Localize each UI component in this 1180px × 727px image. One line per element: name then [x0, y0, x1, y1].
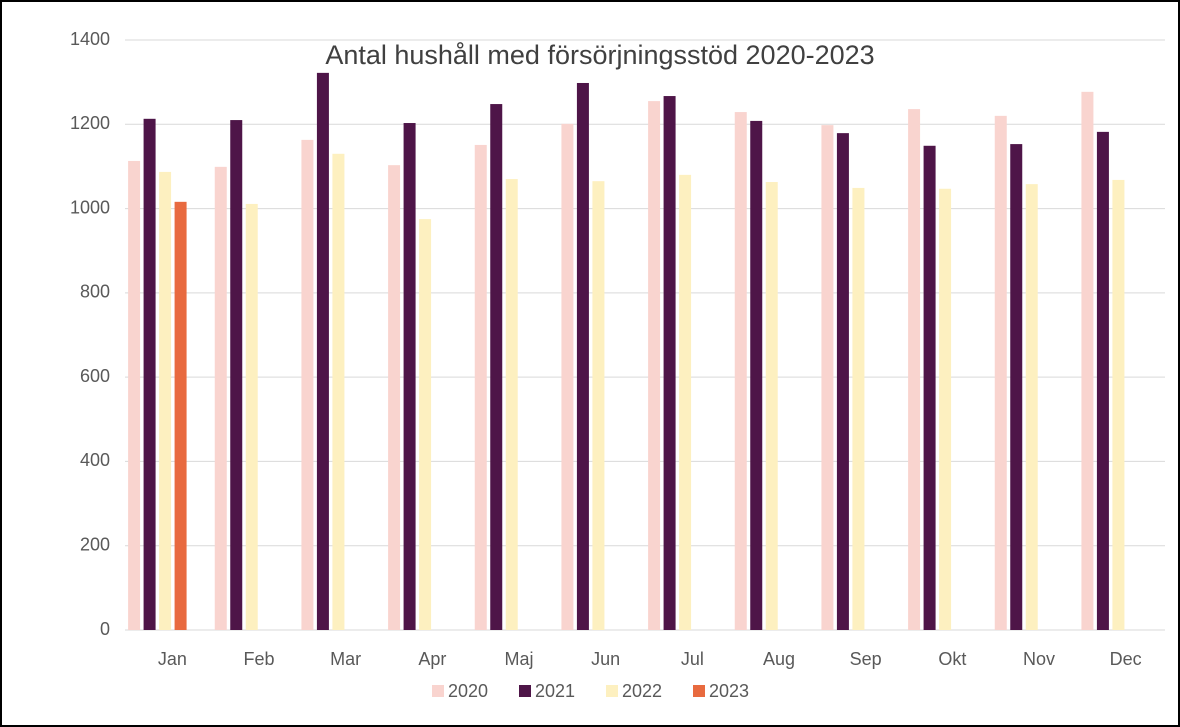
legend-swatch [693, 685, 705, 697]
x-tick-label: Aug [763, 649, 795, 669]
legend-swatch [606, 685, 618, 697]
bar [1081, 91, 1094, 631]
chart-title: Antal hushåll med försörjningsstöd 2020-… [325, 40, 874, 70]
bar [1025, 184, 1038, 630]
bar [214, 166, 227, 630]
legend-label: 2020 [448, 681, 488, 701]
legend-label: 2021 [535, 681, 575, 701]
x-tick-label: Sep [850, 649, 882, 669]
x-tick-label: Feb [243, 649, 274, 669]
y-tick-label: 400 [80, 450, 110, 470]
bar [403, 123, 416, 631]
bar [734, 112, 747, 631]
legend-label: 2023 [709, 681, 749, 701]
bar [663, 96, 676, 631]
bar [821, 125, 834, 630]
legend-label: 2022 [622, 681, 662, 701]
bar [836, 133, 849, 630]
bar [419, 219, 432, 630]
bar [230, 120, 243, 631]
y-tick-label: 200 [80, 534, 110, 554]
x-tick-label: Mar [330, 649, 361, 669]
bar [505, 179, 518, 631]
bar [765, 182, 778, 630]
bar [1112, 179, 1125, 630]
bar [750, 120, 763, 631]
x-tick-label: Apr [418, 649, 446, 669]
bar [474, 144, 487, 630]
bar [332, 153, 345, 631]
legend-swatch [432, 685, 444, 697]
y-tick-label: 1200 [70, 113, 110, 133]
bar [316, 72, 329, 630]
bar [490, 104, 503, 631]
x-tick-label: Jun [591, 649, 620, 669]
bar [245, 203, 258, 630]
bar [908, 109, 921, 631]
y-tick-label: 1400 [70, 29, 110, 49]
y-tick-label: 800 [80, 282, 110, 302]
x-tick-label: Nov [1023, 649, 1055, 669]
bar [679, 174, 692, 630]
x-tick-label: Dec [1110, 649, 1142, 669]
bar [174, 201, 187, 631]
bar [128, 160, 141, 630]
y-tick-label: 1000 [70, 197, 110, 217]
bar [159, 171, 172, 630]
bar [576, 82, 589, 630]
y-tick-label: 0 [100, 619, 110, 639]
bar [301, 139, 314, 630]
y-tick-label: 600 [80, 366, 110, 386]
bar [852, 187, 865, 630]
x-tick-label: Jan [158, 649, 187, 669]
x-tick-label: Jul [681, 649, 704, 669]
x-tick-label: Okt [938, 649, 966, 669]
bar [592, 181, 605, 630]
bar [143, 118, 156, 631]
bar [1096, 131, 1109, 630]
x-tick-label: Maj [504, 649, 533, 669]
bar [561, 123, 574, 630]
bar [648, 101, 661, 631]
bar [1010, 144, 1023, 631]
bar [923, 145, 936, 630]
bar [388, 165, 401, 630]
bar [994, 115, 1007, 631]
bar [939, 188, 952, 630]
legend-swatch [519, 685, 531, 697]
